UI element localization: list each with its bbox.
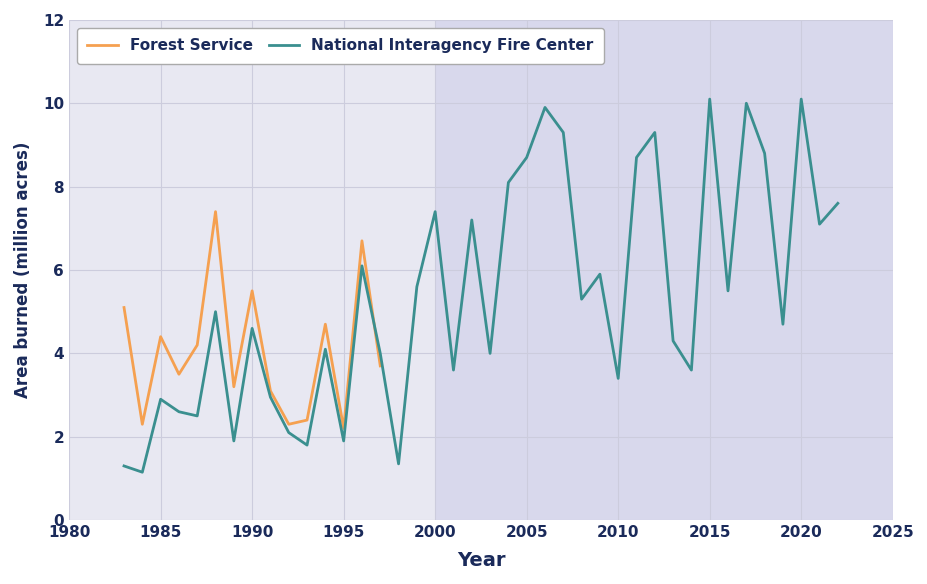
National Interagency Fire Center xyxy=(813,221,824,228)
National Interagency Fire Center xyxy=(576,296,587,303)
Forest Service xyxy=(356,237,367,244)
National Interagency Fire Center xyxy=(539,104,550,111)
National Interagency Fire Center xyxy=(740,100,751,107)
National Interagency Fire Center xyxy=(301,442,312,449)
Forest Service xyxy=(264,387,275,394)
National Interagency Fire Center xyxy=(192,412,203,419)
Forest Service xyxy=(119,304,130,311)
National Interagency Fire Center xyxy=(557,129,568,136)
Forest Service xyxy=(210,208,221,215)
National Interagency Fire Center xyxy=(264,394,275,401)
National Interagency Fire Center xyxy=(210,308,221,315)
Y-axis label: Area burned (million acres): Area burned (million acres) xyxy=(14,142,32,398)
Forest Service xyxy=(173,371,184,378)
National Interagency Fire Center xyxy=(685,367,696,374)
National Interagency Fire Center xyxy=(502,179,514,186)
National Interagency Fire Center xyxy=(136,469,147,476)
National Interagency Fire Center xyxy=(612,375,623,382)
Line: National Interagency Fire Center: National Interagency Fire Center xyxy=(124,99,837,472)
National Interagency Fire Center xyxy=(832,200,843,207)
Forest Service xyxy=(247,287,258,294)
National Interagency Fire Center xyxy=(777,321,788,328)
National Interagency Fire Center xyxy=(649,129,660,136)
Forest Service xyxy=(283,420,294,427)
National Interagency Fire Center xyxy=(320,346,331,353)
National Interagency Fire Center xyxy=(119,463,130,470)
National Interagency Fire Center xyxy=(356,262,367,269)
National Interagency Fire Center xyxy=(484,350,495,357)
Legend: Forest Service, National Interagency Fire Center: Forest Service, National Interagency Fir… xyxy=(77,27,603,64)
National Interagency Fire Center xyxy=(448,367,459,374)
National Interagency Fire Center xyxy=(704,96,715,103)
Forest Service xyxy=(136,420,147,427)
National Interagency Fire Center xyxy=(630,154,641,161)
Forest Service xyxy=(375,363,386,370)
National Interagency Fire Center xyxy=(593,270,604,277)
National Interagency Fire Center xyxy=(667,338,678,345)
National Interagency Fire Center xyxy=(721,287,732,294)
National Interagency Fire Center xyxy=(283,429,294,436)
X-axis label: Year: Year xyxy=(456,551,504,570)
National Interagency Fire Center xyxy=(465,217,476,224)
Forest Service xyxy=(301,416,312,423)
Bar xyxy=(435,20,892,520)
National Interagency Fire Center xyxy=(521,154,532,161)
Forest Service xyxy=(337,425,349,432)
National Interagency Fire Center xyxy=(173,408,184,415)
National Interagency Fire Center xyxy=(375,350,386,357)
Forest Service xyxy=(320,321,331,328)
Forest Service xyxy=(228,383,239,390)
National Interagency Fire Center xyxy=(337,437,349,444)
National Interagency Fire Center xyxy=(247,325,258,332)
Line: Forest Service: Forest Service xyxy=(124,211,380,429)
National Interagency Fire Center xyxy=(155,396,166,403)
National Interagency Fire Center xyxy=(411,283,422,290)
National Interagency Fire Center xyxy=(758,150,769,157)
Forest Service xyxy=(155,333,166,340)
National Interagency Fire Center xyxy=(429,208,440,215)
National Interagency Fire Center xyxy=(794,96,806,103)
National Interagency Fire Center xyxy=(392,460,403,467)
Forest Service xyxy=(192,342,203,349)
National Interagency Fire Center xyxy=(228,437,239,444)
